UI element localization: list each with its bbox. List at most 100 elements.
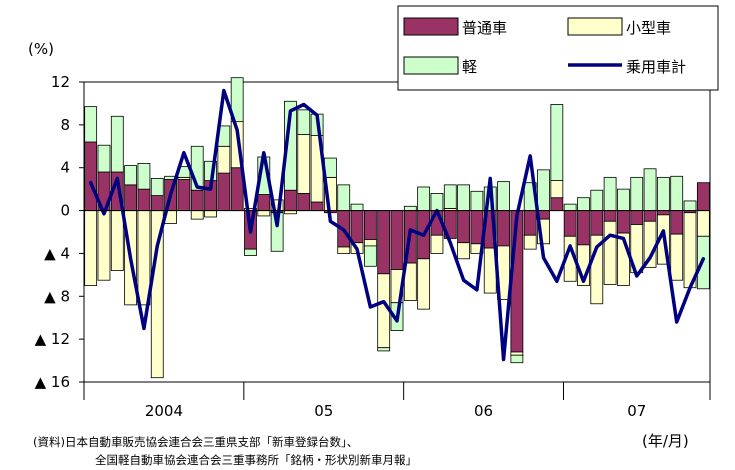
bar-regular-13 [257, 194, 271, 211]
source-note-line1: (資料)日本自動車販売協会連合会三重県支部「新車登録台数」、 [33, 435, 358, 449]
bar-small-35 [550, 180, 564, 199]
y-tick-label-2: 4 [60, 159, 70, 177]
bar-regular-29 [470, 210, 484, 245]
bar-kei-45 [683, 200, 697, 211]
x-tick-label-3: 07 [627, 402, 646, 420]
bar-kei-16 [297, 109, 311, 135]
bar-small-39 [603, 220, 617, 285]
bar-regular-38 [590, 210, 604, 236]
bar-small-9 [204, 210, 217, 218]
y-tick-label-3: 0 [60, 202, 70, 220]
bar-regular-5 [150, 195, 164, 211]
bar-regular-41 [630, 210, 644, 225]
bar-small-2 [110, 210, 124, 271]
bar-regular-15 [284, 189, 297, 211]
bar-kei-5 [150, 178, 164, 196]
x-axis-unit-label: (年/月) [642, 432, 689, 450]
line-layer [88, 88, 706, 362]
bar-regular-21 [363, 210, 377, 240]
y-tick-label-1: 8 [60, 116, 70, 134]
bar-small-16 [297, 134, 311, 194]
bar-small-10 [217, 145, 231, 174]
source-note-line2: 全国軽自動車協会連合会三重事務所「銘柄・形状別新車月報」 [95, 453, 417, 467]
bar-small-19 [337, 246, 351, 254]
bar-regular-7 [177, 179, 191, 211]
bar-small-34 [537, 218, 550, 245]
bar-kei-43 [656, 176, 670, 211]
bar-kei-26 [430, 193, 444, 211]
bar-kei-1 [97, 144, 111, 173]
bar-kei-11 [230, 77, 244, 123]
bar-kei-38 [590, 189, 604, 211]
bar-small-33 [523, 234, 537, 250]
bar-regular-0 [84, 141, 98, 211]
legend-swatch-regular [403, 17, 459, 36]
bar-kei-41 [630, 176, 644, 211]
legend-label-regular: 普通車 [462, 19, 507, 37]
legend: 普通車 小型車 軽 乗用車計 [397, 5, 719, 91]
bar-kei-39 [603, 176, 617, 211]
bar-regular-3 [124, 184, 138, 211]
bar-kei-36 [563, 203, 577, 211]
bar-regular-35 [550, 197, 564, 211]
bar-kei-2 [110, 115, 124, 173]
bar-kei-32 [510, 354, 524, 364]
bar-regular-22 [377, 210, 391, 275]
legend-swatch-small [567, 17, 623, 36]
legend-label-total: 乗用車計 [626, 58, 686, 76]
bar-layer [84, 77, 710, 379]
bar-kei-12 [244, 248, 257, 256]
bar-regular-33 [523, 210, 537, 236]
x-tick-label-2: 06 [474, 402, 493, 420]
bar-small-46 [696, 210, 710, 237]
bar-regular-17 [310, 201, 324, 211]
x-tick-label-0: 2004 [145, 402, 183, 420]
legend-label-small: 小型車 [626, 19, 671, 37]
bar-kei-4 [137, 163, 151, 190]
bar-kei-35 [550, 104, 564, 181]
bar-small-21 [363, 239, 377, 247]
bar-regular-43 [656, 210, 670, 216]
bar-kei-25 [417, 186, 431, 211]
bar-regular-46 [696, 182, 710, 211]
bar-regular-37 [577, 210, 590, 246]
y-tick-label-4: ▲ 4 [44, 244, 70, 262]
bar-small-1 [97, 210, 111, 281]
bar-kei-29 [470, 190, 484, 211]
bar-small-32 [510, 351, 524, 356]
x-axis-ticks: 2004 05 06 07 [83, 382, 711, 420]
bar-small-28 [457, 242, 470, 260]
bar-regular-31 [497, 210, 510, 247]
bar-small-26 [430, 234, 444, 254]
bar-kei-15 [284, 100, 297, 191]
y-tick-label-5: ▲ 8 [44, 287, 70, 305]
bar-regular-10 [217, 172, 231, 211]
bar-regular-36 [563, 210, 577, 237]
bar-kei-34 [537, 169, 550, 211]
bar-kei-28 [457, 184, 470, 211]
legend-label-kei: 軽 [462, 58, 477, 76]
y-tick-label-6: ▲ 12 [35, 330, 70, 348]
bar-regular-39 [603, 210, 617, 222]
bar-kei-24 [403, 205, 417, 211]
legend-swatch-kei [403, 56, 459, 75]
bar-kei-20 [350, 203, 364, 211]
bar-regular-28 [457, 210, 470, 244]
bar-regular-23 [390, 210, 404, 270]
bar-kei-19 [337, 184, 351, 211]
bar-regular-44 [670, 210, 684, 235]
bar-regular-20 [350, 210, 364, 244]
y-tick-label-0: 12 [51, 73, 70, 91]
bar-kei-44 [670, 175, 684, 211]
bar-regular-16 [297, 193, 311, 211]
bar-regular-8 [190, 189, 204, 211]
bar-regular-4 [137, 188, 151, 211]
bar-kei-27 [443, 184, 457, 209]
y-axis-unit-label: (%) [28, 40, 54, 58]
bar-regular-40 [617, 210, 630, 234]
bar-kei-40 [617, 188, 630, 211]
bar-kei-31 [497, 181, 510, 211]
bar-small-13 [257, 210, 271, 217]
bar-small-25 [417, 258, 431, 310]
